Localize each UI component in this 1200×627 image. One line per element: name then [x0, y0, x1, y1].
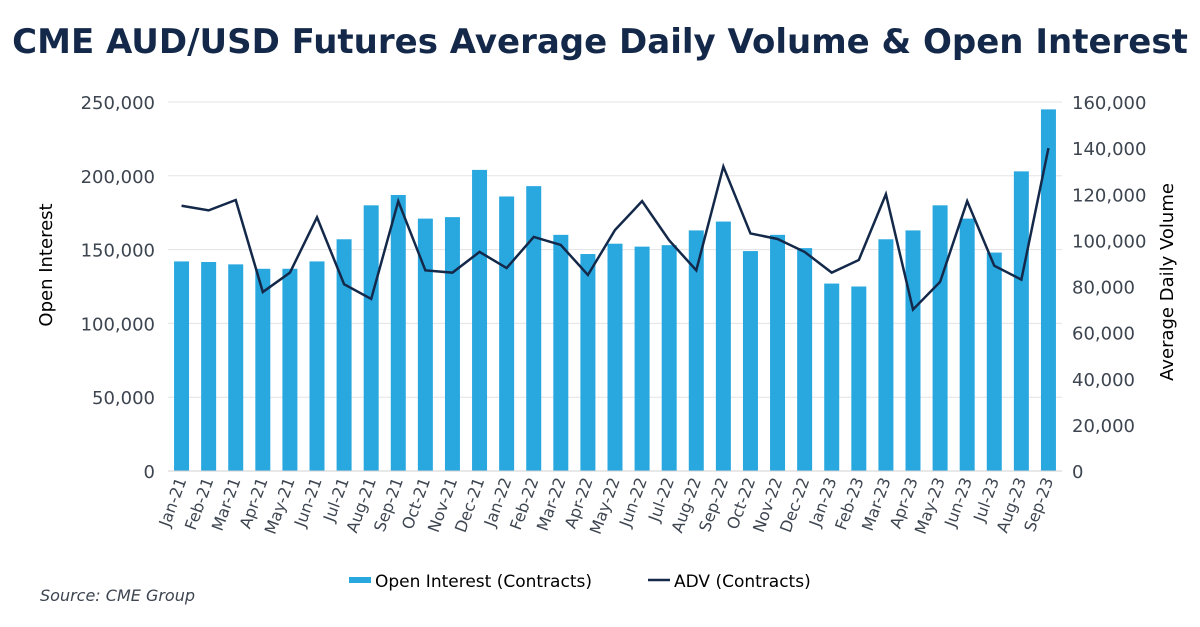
bar: [201, 261, 217, 471]
legend-label-adv: ADV (Contracts): [674, 572, 811, 592]
bar: [742, 251, 758, 471]
y-tick-left: 50,000: [92, 388, 155, 409]
bar: [1013, 171, 1029, 471]
y-tick-right: 20,000: [1072, 416, 1135, 437]
y-tick-left: 0: [144, 462, 155, 483]
y-tick-right: 40,000: [1072, 370, 1135, 391]
y-tick-right: 140,000: [1072, 139, 1146, 160]
bar: [553, 234, 569, 471]
bar: [932, 205, 948, 471]
legend-label-open-interest: Open Interest (Contracts): [375, 572, 592, 592]
bar: [444, 217, 460, 471]
y-tick-left: 250,000: [81, 93, 155, 114]
y-tick-left: 200,000: [81, 167, 155, 188]
y-tick-left: 150,000: [81, 241, 155, 262]
source-note: Source: CME Group: [40, 586, 196, 605]
bar: [1040, 109, 1056, 471]
bar: [363, 205, 379, 471]
bar: [715, 221, 731, 471]
y-axis-label-right: Average Daily Volume: [1157, 183, 1178, 381]
y-tick-right: 160,000: [1072, 93, 1146, 114]
y-tick-right: 60,000: [1072, 324, 1135, 345]
bar: [986, 252, 1002, 471]
bar: [499, 196, 515, 472]
bar: [797, 248, 813, 471]
legend-swatch-open-interest: [349, 577, 371, 583]
y-tick-right: 80,000: [1072, 278, 1135, 299]
y-tick-right: 120,000: [1072, 185, 1146, 206]
bar: [607, 243, 623, 471]
bar: [959, 218, 975, 471]
bar: [309, 261, 325, 471]
bar: [174, 261, 190, 471]
bar: [634, 246, 650, 471]
bar: [580, 254, 596, 471]
bar: [255, 268, 271, 471]
bar: [282, 268, 298, 471]
bar: [905, 230, 921, 471]
bar: [390, 194, 406, 471]
y-tick-left: 100,000: [81, 314, 155, 335]
bar: [688, 230, 704, 471]
bar: [526, 186, 542, 471]
bar: [228, 264, 244, 471]
bar: [472, 169, 488, 471]
bar: [851, 286, 867, 471]
y-tick-right: 0: [1072, 462, 1083, 483]
bar: [824, 283, 840, 471]
bar: [417, 218, 433, 471]
chart-title: CME AUD/USD Futures Average Daily Volume…: [12, 22, 1188, 62]
y-axis-label-left: Open Interest: [36, 203, 57, 326]
adv-line: [181, 147, 1050, 313]
bar: [878, 239, 894, 471]
y-tick-right: 100,000: [1072, 231, 1146, 252]
bar: [661, 245, 677, 471]
bar: [336, 239, 352, 471]
bar: [770, 234, 786, 471]
